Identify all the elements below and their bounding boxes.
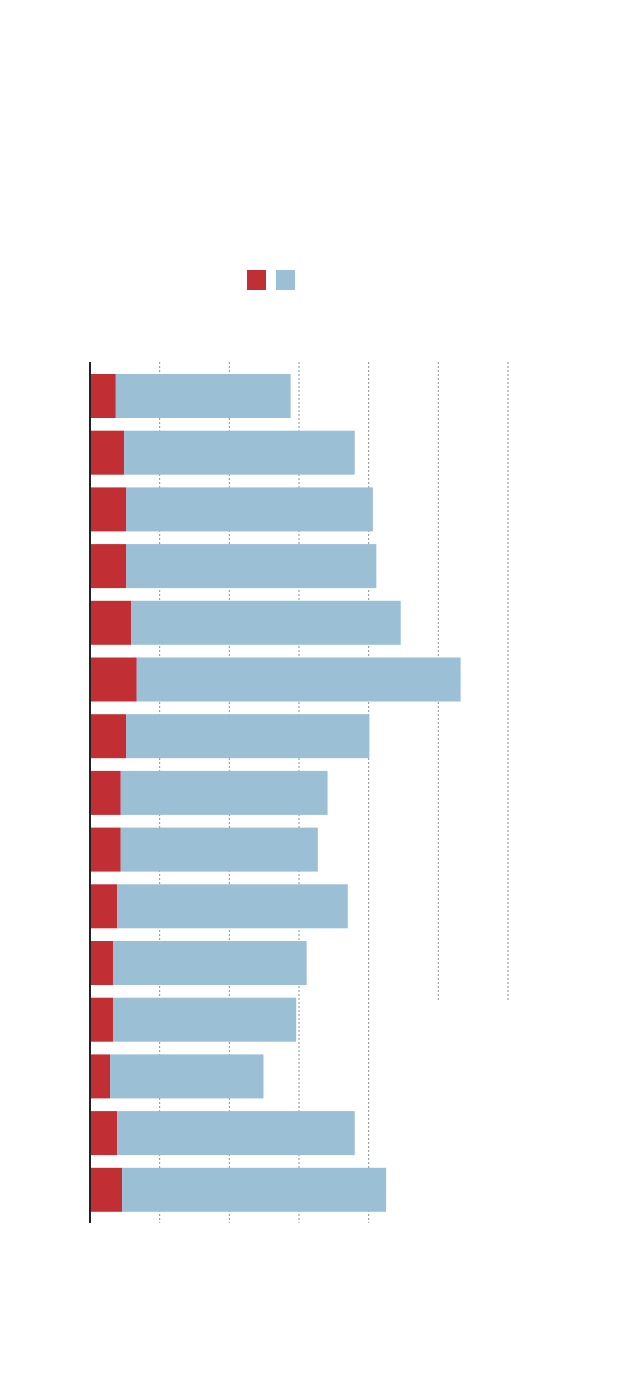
bar-6-series-0 <box>90 714 127 759</box>
bar-3-series-1 <box>126 544 377 589</box>
bar-0-series-0 <box>90 374 116 418</box>
bar-row-0 <box>90 374 291 418</box>
bar-row-4 <box>90 600 401 645</box>
bar-7-series-0 <box>90 770 121 815</box>
bar-row-14 <box>90 1167 387 1212</box>
bar-6-series-1 <box>126 714 370 759</box>
bar-14-series-1 <box>122 1167 387 1212</box>
bar-8-series-0 <box>90 827 121 872</box>
bar-row-9 <box>90 884 348 929</box>
bar-5-series-0 <box>90 657 137 702</box>
bar-1-series-0 <box>90 430 125 475</box>
bar-row-8 <box>90 827 318 872</box>
bar-2-series-0 <box>90 487 127 532</box>
bar-3-series-0 <box>90 544 127 589</box>
bar-9-series-0 <box>90 884 118 929</box>
bar-11-series-1 <box>112 997 297 1042</box>
bar-13-series-0 <box>90 1111 118 1156</box>
legend <box>247 270 295 290</box>
bar-2-series-1 <box>126 487 373 532</box>
bar-row-10 <box>90 941 307 985</box>
bar-13-series-1 <box>117 1111 355 1156</box>
bar-11-series-0 <box>90 997 113 1042</box>
bar-4-series-0 <box>90 600 132 645</box>
bar-row-11 <box>90 997 297 1042</box>
bar-0-series-1 <box>115 374 291 418</box>
bar-14-series-0 <box>90 1167 123 1212</box>
legend-swatch-1 <box>276 270 295 290</box>
bar-1-series-1 <box>124 430 355 475</box>
bar-12-series-0 <box>90 1054 111 1099</box>
bar-5-series-1 <box>136 657 461 702</box>
bars <box>90 374 461 1212</box>
bar-row-12 <box>90 1054 264 1099</box>
bar-12-series-1 <box>110 1054 264 1099</box>
bar-10-series-0 <box>90 941 113 985</box>
bar-row-3 <box>90 544 377 589</box>
bar-row-2 <box>90 487 373 532</box>
bar-10-series-1 <box>112 941 307 985</box>
bar-row-1 <box>90 430 355 475</box>
bar-row-7 <box>90 770 328 815</box>
legend-swatch-0 <box>247 270 266 290</box>
bar-row-6 <box>90 714 370 759</box>
bar-7-series-1 <box>120 770 328 815</box>
bar-row-5 <box>90 657 461 702</box>
bar-9-series-1 <box>117 884 348 929</box>
bar-4-series-1 <box>131 600 401 645</box>
bar-row-13 <box>90 1111 355 1156</box>
bar-8-series-1 <box>120 827 318 872</box>
